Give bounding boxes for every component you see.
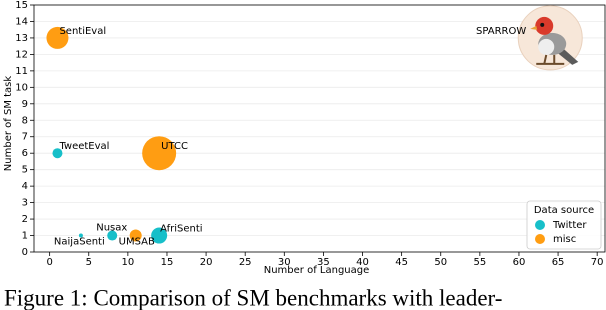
bird-legs <box>536 54 565 65</box>
y-tick-label: 0 <box>22 247 28 258</box>
y-tick-label: 9 <box>22 99 28 110</box>
y-tick-label: 14 <box>15 16 28 27</box>
y-tick-label: 5 <box>22 165 28 176</box>
legend-title: Data source <box>534 205 594 216</box>
point <box>46 26 69 49</box>
y-tick-label: 11 <box>15 66 28 77</box>
legend-label: Twitter <box>552 220 587 231</box>
x-tick-label: 30 <box>278 257 291 268</box>
y-tick-label: 3 <box>22 198 28 209</box>
point <box>151 227 168 244</box>
x-tick-label: 65 <box>552 257 565 268</box>
x-tick-label: 20 <box>200 257 213 268</box>
y-tick-label: 15 <box>15 0 28 11</box>
x-tick-label: 45 <box>395 257 408 268</box>
legend-marker <box>535 220 545 230</box>
point-label: TweetEval <box>58 141 109 152</box>
x-tick-label: 15 <box>161 257 174 268</box>
y-tick-label: 10 <box>15 82 28 93</box>
point <box>52 148 63 159</box>
y-tick-label: 12 <box>15 49 28 60</box>
bird-icon <box>530 16 579 65</box>
x-tick-label: 60 <box>513 257 526 268</box>
x-tick-label: 70 <box>591 257 604 268</box>
x-tick-label: 40 <box>356 257 369 268</box>
point-label: AfriSenti <box>160 224 202 235</box>
x-axis-label: Number of Language <box>264 265 370 276</box>
x-tick-label: 25 <box>239 257 252 268</box>
x-tick-label: 35 <box>317 257 330 268</box>
legend-marker <box>535 234 545 244</box>
x-tick-label: 55 <box>473 257 486 268</box>
point-label: Nusax <box>96 223 127 234</box>
bird-head <box>535 16 554 35</box>
point <box>107 230 118 241</box>
point-label: SentiEval <box>59 26 106 37</box>
y-tick-label: 2 <box>22 214 28 225</box>
plot-frame <box>33 4 606 253</box>
x-tick-label: 5 <box>86 257 92 268</box>
y-tick-label: 1 <box>22 231 28 242</box>
y-tick-label: 4 <box>22 181 28 192</box>
x-tick-label: 10 <box>121 257 134 268</box>
y-tick-label: 7 <box>22 132 28 143</box>
highlight-label: SPARROW <box>476 26 526 37</box>
bird-eye <box>540 22 545 27</box>
caption: Figure 1: Comparison of SM benchmarks wi… <box>4 285 502 310</box>
point-label: UMSAB <box>119 237 155 248</box>
legend-box <box>526 200 602 250</box>
y-axis-label: Number of SM task <box>3 76 14 172</box>
y-tick-label: 13 <box>15 33 28 44</box>
y-tick-label: 8 <box>22 115 28 126</box>
bird-belly <box>538 38 555 55</box>
point-label: NaijaSenti <box>54 237 105 248</box>
point <box>129 229 142 242</box>
point <box>78 233 83 238</box>
point-label: UTCC <box>161 141 188 152</box>
x-tick-label: 0 <box>46 257 52 268</box>
y-tick-label: 6 <box>22 148 28 159</box>
legend-label: misc <box>553 234 576 245</box>
bird-beak <box>530 25 538 30</box>
x-tick-label: 50 <box>434 257 447 268</box>
point <box>142 136 177 171</box>
